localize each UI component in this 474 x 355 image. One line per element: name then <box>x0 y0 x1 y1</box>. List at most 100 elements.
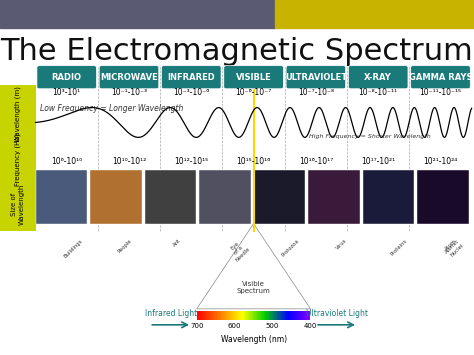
Bar <box>275 311 276 320</box>
Text: 10⁶-10¹⁰: 10⁶-10¹⁰ <box>51 157 82 166</box>
Bar <box>286 311 287 320</box>
Bar <box>262 311 263 320</box>
FancyBboxPatch shape <box>410 66 470 89</box>
Bar <box>254 311 255 320</box>
Text: VISIBLE: VISIBLE <box>236 73 272 82</box>
FancyBboxPatch shape <box>99 66 159 89</box>
Bar <box>199 311 200 320</box>
Polygon shape <box>197 224 310 309</box>
Bar <box>297 311 298 320</box>
Bar <box>250 311 251 320</box>
Text: Virus: Virus <box>336 238 348 251</box>
Bar <box>251 311 252 320</box>
Text: Infrared Light: Infrared Light <box>145 310 197 318</box>
Bar <box>282 311 283 320</box>
Text: Visible
Spectrum: Visible Spectrum <box>237 281 271 294</box>
Bar <box>255 311 256 320</box>
Text: MICROWAVE: MICROWAVE <box>100 73 158 82</box>
Text: 10⁻¹¹-10⁻¹⁵: 10⁻¹¹-10⁻¹⁵ <box>419 88 462 97</box>
Text: The Electromagnetic Spectrum: The Electromagnetic Spectrum <box>0 37 474 66</box>
Bar <box>301 311 302 320</box>
Bar <box>228 311 229 320</box>
Bar <box>271 311 272 320</box>
Bar <box>246 311 247 320</box>
Text: 10²¹-10²⁴: 10²¹-10²⁴ <box>423 157 457 166</box>
Bar <box>222 311 223 320</box>
Bar <box>265 311 266 320</box>
Text: 500: 500 <box>266 323 279 329</box>
Text: 10¹²-10¹⁵: 10¹²-10¹⁵ <box>174 157 209 166</box>
Bar <box>258 311 259 320</box>
Bar <box>249 311 250 320</box>
Bar <box>287 311 288 320</box>
Bar <box>274 311 275 320</box>
Bar <box>210 311 211 320</box>
Bar <box>238 311 239 320</box>
Bar <box>259 311 260 320</box>
Text: Size of
Wavelength: Size of Wavelength <box>11 184 24 225</box>
Bar <box>207 311 208 320</box>
Bar <box>417 170 469 224</box>
Bar <box>240 311 241 320</box>
Bar <box>201 311 202 320</box>
Bar <box>212 311 213 320</box>
Bar <box>206 311 207 320</box>
Text: Atomic
Nuclei: Atomic Nuclei <box>444 238 465 258</box>
Bar <box>223 311 224 320</box>
Bar <box>280 311 281 320</box>
Bar <box>305 311 306 320</box>
Bar <box>208 311 209 320</box>
Bar <box>268 311 269 320</box>
Bar <box>209 311 210 320</box>
Bar <box>213 311 214 320</box>
Bar <box>0 178 36 231</box>
Text: High Frequency = Shorter Wavelength: High Frequency = Shorter Wavelength <box>309 134 430 139</box>
Text: Protozoa: Protozoa <box>281 238 301 257</box>
Bar <box>199 170 251 224</box>
Bar <box>263 311 264 320</box>
Text: 10¹⁶-10¹⁷: 10¹⁶-10¹⁷ <box>299 157 333 166</box>
Bar <box>226 311 227 320</box>
Text: Buildings: Buildings <box>63 238 83 259</box>
Bar <box>239 311 240 320</box>
Bar <box>244 311 245 320</box>
Bar <box>220 311 221 320</box>
Bar <box>234 311 235 320</box>
Bar <box>221 311 222 320</box>
Bar <box>272 311 273 320</box>
Text: Proteins: Proteins <box>390 238 409 256</box>
Bar <box>242 311 243 320</box>
Bar <box>203 311 204 320</box>
Bar <box>236 311 237 320</box>
Text: Atom: Atom <box>444 238 458 251</box>
Bar <box>216 311 217 320</box>
Bar <box>290 311 291 320</box>
Bar <box>202 311 203 320</box>
Text: 10⁻¹-10⁻³: 10⁻¹-10⁻³ <box>111 88 147 97</box>
Text: ULTRAVIOLET: ULTRAVIOLET <box>285 73 347 82</box>
Bar <box>260 311 261 320</box>
Text: 10⁻⁷-10⁻⁸: 10⁻⁷-10⁻⁸ <box>298 88 334 97</box>
Bar <box>296 311 297 320</box>
Bar <box>241 311 242 320</box>
Text: Low Frequency = Longer Wavelength: Low Frequency = Longer Wavelength <box>40 104 183 113</box>
Bar <box>225 311 226 320</box>
FancyBboxPatch shape <box>348 66 408 89</box>
Bar <box>289 311 290 320</box>
Bar <box>0 85 36 142</box>
Text: Frequency (Hz): Frequency (Hz) <box>15 133 21 186</box>
Bar <box>211 311 212 320</box>
Bar <box>261 311 262 320</box>
Text: Ant: Ant <box>172 238 182 248</box>
Text: People: People <box>117 238 133 254</box>
Bar <box>254 170 305 224</box>
Bar <box>253 311 254 320</box>
Bar <box>231 311 232 320</box>
FancyBboxPatch shape <box>286 66 346 89</box>
Bar <box>284 311 285 320</box>
Bar <box>278 311 279 320</box>
Bar <box>247 311 248 320</box>
Text: 600: 600 <box>228 323 241 329</box>
Text: 10⁻³-10⁻⁶: 10⁻³-10⁻⁶ <box>173 88 210 97</box>
Bar <box>270 311 271 320</box>
